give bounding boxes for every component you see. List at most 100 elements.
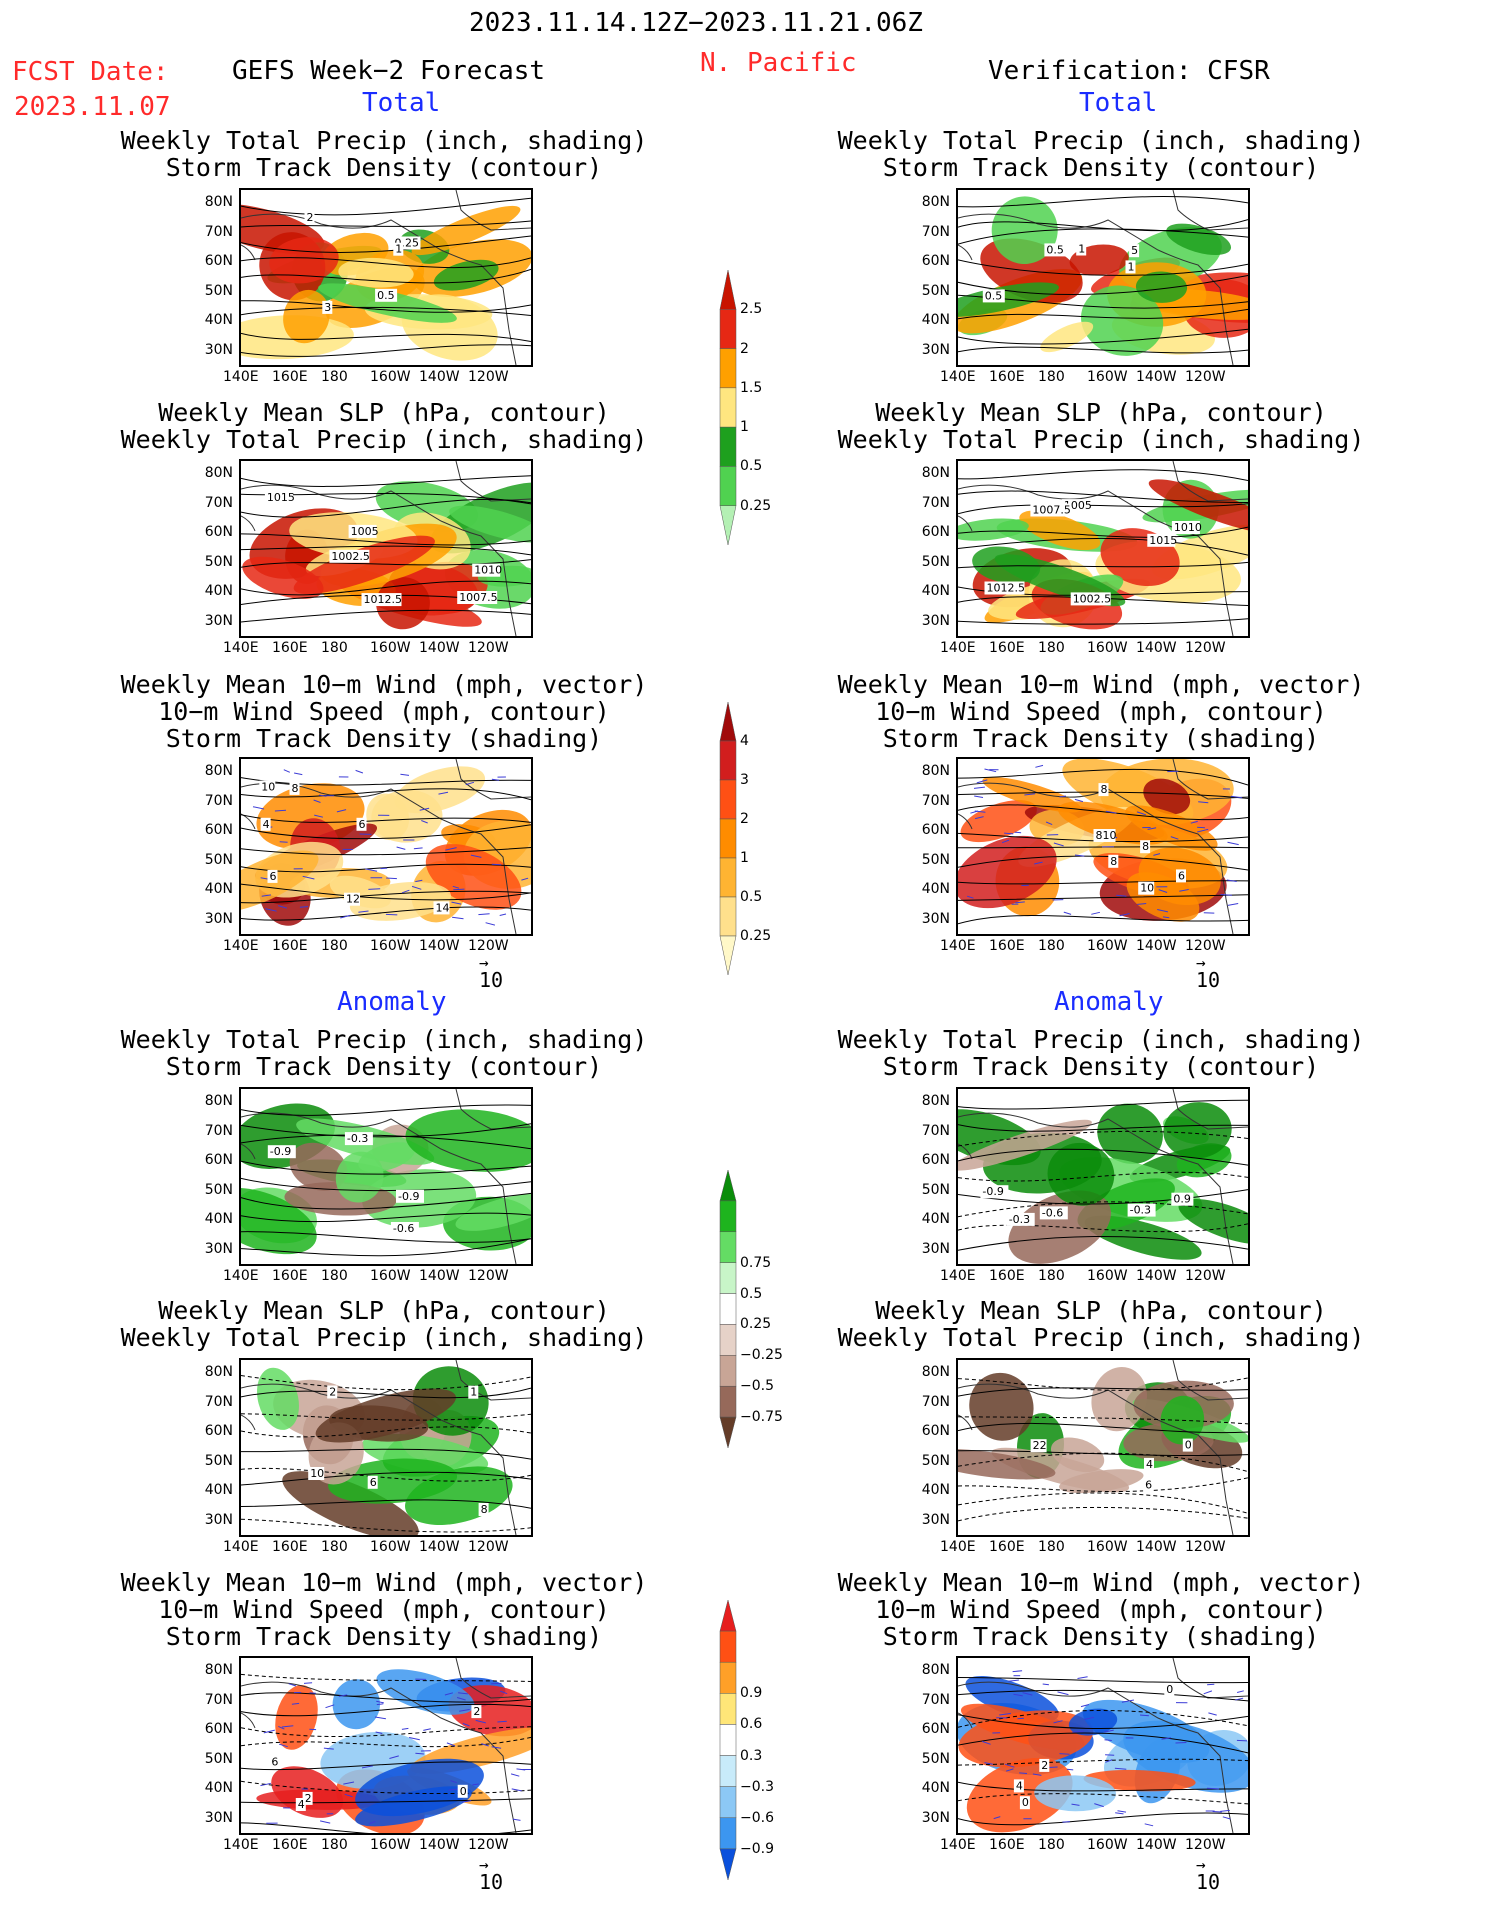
svg-text:6: 6: [370, 1476, 377, 1489]
p4L-shade-region: [405, 1109, 531, 1172]
p6L-contour-line: [241, 1736, 531, 1748]
p6L-wind-vector: [456, 1697, 466, 1701]
p1R-lat-tick: 70N: [921, 223, 950, 240]
p1R-coastline: [958, 190, 1248, 365]
p1L-contour-label: 2: [304, 211, 315, 224]
p3R-contour-label: 6: [1176, 869, 1186, 883]
svg-text:2: 2: [473, 1705, 480, 1718]
p2L-lon-tick: 140E: [223, 640, 259, 656]
p6L-contour-label: 2: [471, 1705, 482, 1719]
p2L-lat-tick: 40N: [204, 583, 233, 599]
colorbar-precip-label: 0.25: [740, 497, 772, 514]
p1R-lon-tick: 160E: [989, 369, 1025, 385]
p1R-lat-tick: 80N: [921, 194, 950, 210]
p6L-contour-line: [241, 1692, 531, 1703]
p6R-wind-vector: [984, 1762, 993, 1765]
p4L-shade-region: [241, 1187, 317, 1255]
p3R-contour-label: 810: [1093, 829, 1117, 842]
p3L-wind-vector: [421, 820, 428, 824]
p3R-wind-vector: [1136, 811, 1147, 816]
colorbar-track: [719, 701, 737, 976]
colorbar-segment: [719, 1817, 737, 1850]
p6R-wind-vector: [1022, 1692, 1033, 1696]
p1R-shade-region: [1135, 271, 1188, 303]
svg-text:-0.6: -0.6: [1042, 1206, 1063, 1219]
p1L-lon-tick: 120W: [468, 369, 509, 385]
p2L-coastline: [241, 461, 531, 636]
p5L-lat-tick: 70N: [204, 1393, 233, 1410]
p6R-contour-label: 2: [1039, 1758, 1050, 1772]
p3L-wind-vector: [299, 906, 309, 908]
p6L-wind-vector: [338, 1694, 348, 1697]
p3R-shade-region: [958, 835, 1057, 909]
p6R-lat-tick: 50N: [921, 1750, 950, 1767]
svg-text:1010: 1010: [474, 564, 502, 577]
p4R-contour-line: [958, 1201, 1248, 1218]
p6R-wind-vector: [1139, 1714, 1149, 1717]
p6R-lon-tick: 160E: [989, 1837, 1025, 1853]
p5L-lon-tick: 120W: [468, 1539, 509, 1555]
svg-text:6: 6: [271, 1756, 278, 1769]
p1R-contour-line: [958, 328, 1248, 345]
p4R-shade-region: [1097, 1103, 1163, 1164]
right-title: Verification: CFSR: [988, 56, 1270, 86]
p3R-contour-label: 8: [1108, 854, 1119, 868]
p6R-coastline: [958, 1658, 1248, 1833]
p6L-wind-vector: [376, 1700, 384, 1704]
p4R-contour-line: [958, 1171, 1248, 1182]
p2L-title: Weekly Mean SLP (hPa, contour) Weekly To…: [120, 398, 648, 454]
svg-text:8: 8: [481, 1503, 488, 1516]
p6R-map-svg: 4 0 2 0: [958, 1658, 1248, 1833]
p5L-lon-tick: 180: [321, 1539, 348, 1555]
p3R-contour-label: 8: [1140, 840, 1151, 854]
p3L-wind-vector: [452, 916, 464, 920]
p1R-contour-line: [958, 346, 1248, 354]
p3L-contour-label: 8: [289, 781, 300, 795]
p6R-contour-line: [958, 1714, 1248, 1729]
p1L-lat-tick: 30N: [204, 341, 233, 358]
p2R-lon-tick: 120W: [1185, 640, 1226, 656]
p6R-wind-vector: [1032, 1773, 1042, 1776]
p3R-wind-vector: [1119, 913, 1130, 917]
p4L-lon-tick: 160E: [272, 1268, 308, 1284]
p4L-lon-tick: 180: [321, 1268, 348, 1284]
p5L-lat-tick: 60N: [204, 1423, 233, 1439]
p3R-wind-vector: [1014, 831, 1022, 834]
p4L-lat-tick: 30N: [204, 1240, 233, 1257]
p1L-contour-label: 3: [322, 300, 333, 314]
reference-arrow-icon: →: [479, 953, 489, 972]
p3R-lon-tick: 160W: [1087, 938, 1128, 954]
p3R-wind-vector: [1153, 853, 1161, 856]
p6L-wind-vector: [401, 1727, 409, 1730]
colorbar-segment: [719, 1169, 737, 1202]
p2L-map-svg: 1007.5 1005 1002.5 1012.5 1010 1015: [241, 461, 531, 636]
p3L-contour-line: [241, 814, 531, 823]
p3L-shade-region: [394, 766, 486, 814]
p3R-lat-tick: 80N: [921, 763, 950, 779]
colorbar-track_anom-label: 0.6: [740, 1716, 763, 1733]
p6R-wind-vector: [1072, 1730, 1084, 1733]
p4L-lon-tick: 120W: [468, 1268, 509, 1284]
p6R-wind-vector: [1121, 1699, 1134, 1703]
p3L-vector-reference: → 10: [479, 953, 503, 993]
p4R-lat-tick: 60N: [921, 1152, 950, 1168]
p3L-wind-vector: [521, 877, 529, 881]
p6L-contour-label: 2: [302, 1791, 313, 1805]
p3L-wind-vector: [313, 799, 321, 803]
p4R-lat-tick: 30N: [921, 1240, 950, 1257]
p6R-shade-region: [966, 1758, 1073, 1833]
p1L-contour-label: 0.5: [375, 288, 398, 302]
p1R-contour-line: [958, 275, 1248, 295]
p4L-contour-line: [241, 1177, 531, 1192]
p3R-wind-vector: [1227, 841, 1239, 846]
reference-arrow-icon: →: [479, 1855, 489, 1874]
p3L-wind-vector: [340, 914, 351, 919]
p1R-lon-tick: 180: [1038, 369, 1065, 385]
colorbar-track_anom-label: −0.9: [740, 1840, 774, 1857]
p1L-coastline: [241, 190, 531, 365]
p5L-lat-tick: 50N: [204, 1452, 233, 1469]
p4L-lat-tick: 80N: [204, 1093, 233, 1109]
p5L-shade-region: [315, 1388, 456, 1443]
svg-text:6: 6: [359, 818, 366, 831]
p6R-wind-vector: [1071, 1803, 1080, 1806]
